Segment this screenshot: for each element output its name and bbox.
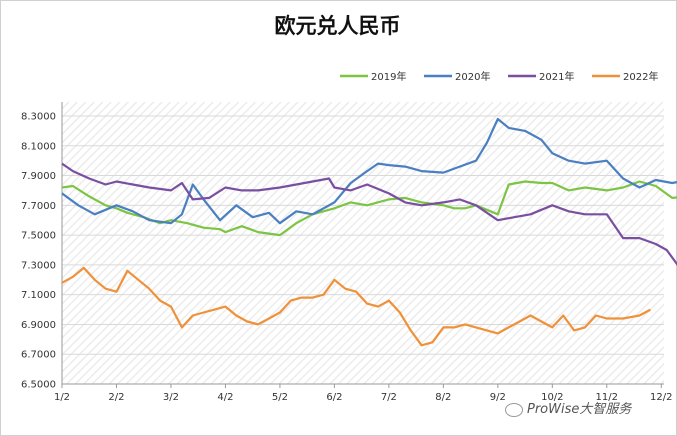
x-tick-label: 1/2 xyxy=(54,392,70,403)
y-tick-label: 8.1000 xyxy=(21,141,56,152)
y-tick-label: 7.7000 xyxy=(21,201,56,212)
legend-item: 2022年 xyxy=(592,70,658,83)
legend-item: 2020年 xyxy=(424,70,490,83)
x-tick-label: 5/2 xyxy=(272,392,288,403)
x-tick-label: 8/2 xyxy=(435,392,451,403)
legend: 2019年 2020年 2021年 2022年 xyxy=(340,70,658,83)
legend-label: 2022年 xyxy=(623,70,658,83)
y-tick-label: 6.5000 xyxy=(21,380,56,391)
x-tick-label: 3/2 xyxy=(163,392,179,403)
watermark: ProWise大智服务 xyxy=(505,398,631,417)
y-tick-label: 8.3000 xyxy=(21,112,56,123)
x-tick-label: 9/2 xyxy=(490,392,506,403)
line-chart: 8.3000 8.1000 7.9000 7.7000 7.5000 7.3000 7.10… xyxy=(0,0,677,436)
y-axis-ticks: 8.3000 8.1000 7.9000 7.7000 7.5000 7.3000 7.10… xyxy=(21,112,56,391)
y-tick-label: 6.7000 xyxy=(21,350,56,361)
watermark-text: ProWise大智服务 xyxy=(527,402,631,417)
legend-item: 2019年 xyxy=(340,70,406,83)
x-tick-label: 2/2 xyxy=(108,392,124,403)
plot-area xyxy=(62,102,664,384)
legend-label: 2020年 xyxy=(455,70,490,83)
legend-label: 2021年 xyxy=(539,70,574,83)
legend-label: 2019年 xyxy=(371,70,406,83)
y-tick-label: 6.9000 xyxy=(21,320,56,331)
x-tick-label: 6/2 xyxy=(326,392,342,403)
wechat-icon xyxy=(505,403,523,417)
y-tick-label: 7.5000 xyxy=(21,231,56,242)
y-tick-label: 7.3000 xyxy=(21,260,56,271)
y-tick-label: 7.9000 xyxy=(21,171,56,182)
x-tick-label: 4/2 xyxy=(217,392,233,403)
y-tick-label: 7.1000 xyxy=(21,290,56,301)
legend-item: 2021年 xyxy=(508,70,574,83)
x-tick-label: 12/2 xyxy=(650,392,672,403)
x-tick-label: 7/2 xyxy=(381,392,397,403)
